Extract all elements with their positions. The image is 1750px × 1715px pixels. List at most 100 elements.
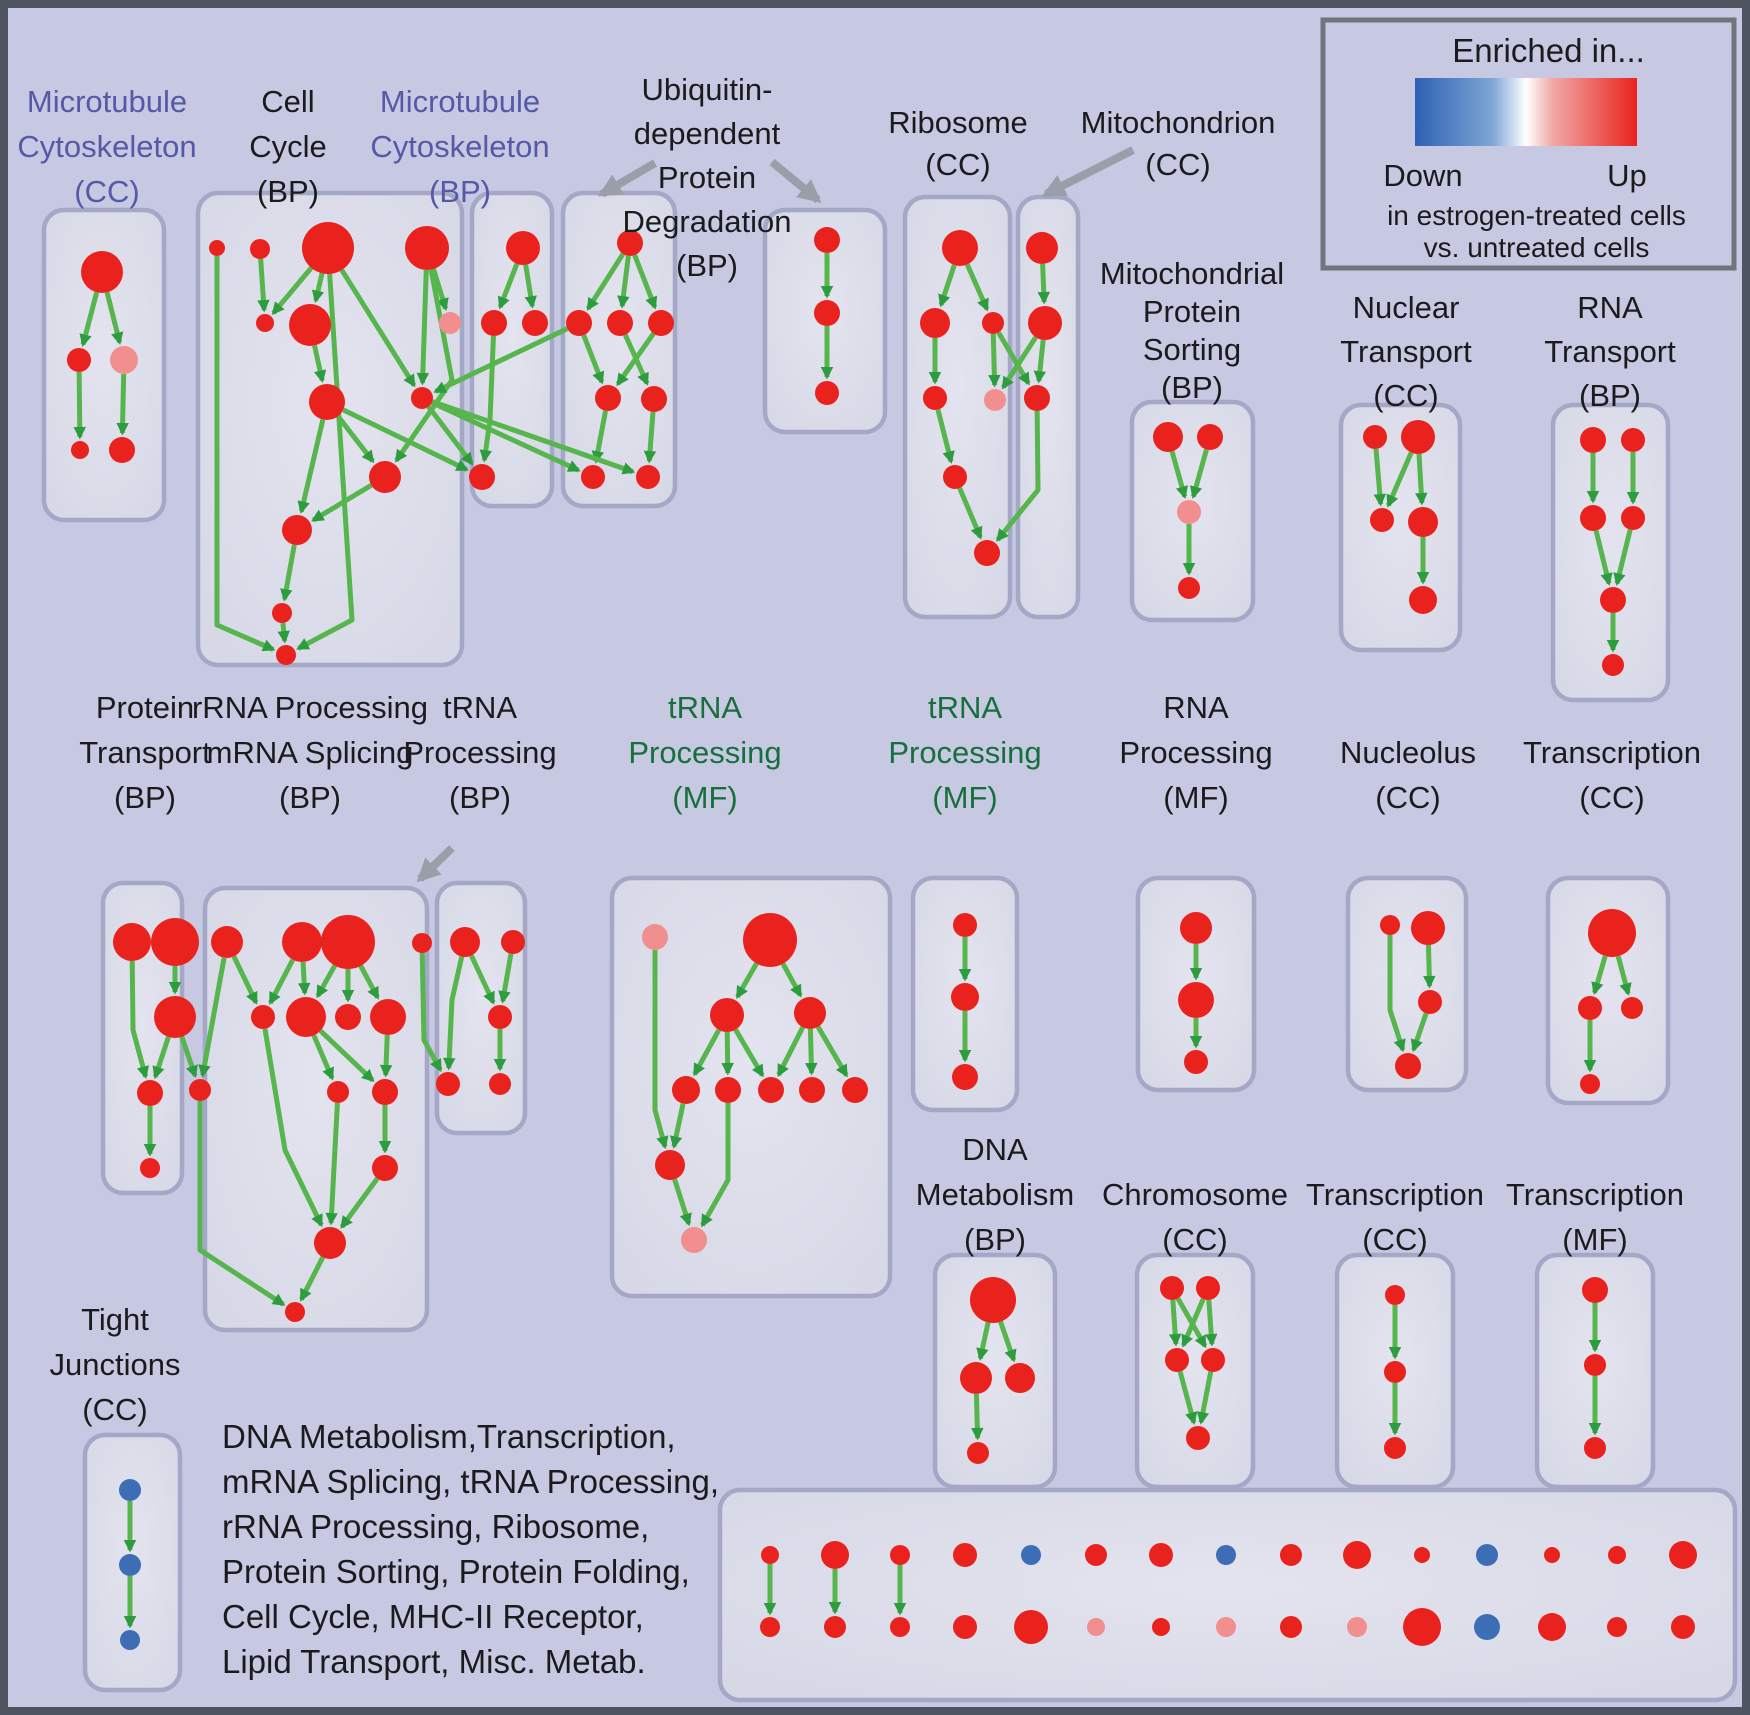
- cluster-box-transcription-cc-middle: [1545, 875, 1671, 1106]
- node-trna-processing-mf-large-1: [743, 913, 797, 967]
- node-trna-processing-mf-small-2: [952, 1064, 978, 1090]
- cluster-label-protein-transport-bp-line-1: Transport: [79, 735, 211, 770]
- cluster-label-trna-processing-bp-line-1: Processing: [403, 735, 556, 770]
- node-rna-transport-bp-2: [1580, 505, 1606, 531]
- edge-cell-cycle-bp-1: [257, 258, 270, 313]
- cross-edge-8: [179, 1036, 198, 1079]
- edge-rrna-processing-mrna-splicing-bp-7: [311, 1034, 335, 1081]
- node-transcription-cc-middle-2: [1621, 997, 1643, 1019]
- edge-ubiquitin-degradation-left-5: [623, 333, 650, 386]
- node-tight-junctions-cc-2: [120, 1630, 140, 1650]
- cluster-label-mitochondrial-protein-sorting-bp-line-1: Protein: [1143, 294, 1241, 329]
- node-trna-processing-mf-small-0: [953, 913, 977, 937]
- cluster-label-nuclear-transport-cc-line-0: Nuclear: [1353, 290, 1460, 325]
- node-microtubule-cytoskeleton-cc-2: [110, 346, 138, 374]
- cluster-box-nuclear-transport-cc: [1338, 402, 1463, 653]
- node-trna-processing-mf-large-3: [794, 997, 826, 1029]
- edge-dna-metabolism-bp-1: [998, 1320, 1017, 1363]
- node-mitochondrion-cc-0: [1026, 232, 1058, 264]
- legend-gradient-bar: [1415, 78, 1637, 146]
- node-misc-categories-collection-bot-8: [1280, 1616, 1302, 1638]
- cluster-label-rrna-processing-mrna-splicing-bp-line-0: rRNA Processing: [192, 690, 428, 725]
- edge-transcription-cc-middle-1: [1615, 955, 1632, 996]
- cluster-label-tight-junctions-cc-line-1: Junctions: [50, 1347, 181, 1382]
- cluster-label-transcription-cc-bottom-line-1: (CC): [1362, 1222, 1427, 1257]
- edge-trna-processing-bp-0: [469, 954, 496, 1005]
- node-transcription-mf-1: [1584, 1354, 1606, 1376]
- node-dna-metabolism-bp-3: [967, 1442, 989, 1464]
- edge-ubiquitin-degradation-left-0: [586, 252, 626, 311]
- node-rrna-processing-mrna-splicing-bp-11: [372, 1155, 398, 1181]
- node-misc-categories-collection-top-2: [890, 1545, 910, 1565]
- cluster-label-rrna-processing-mrna-splicing-bp-line-2: (BP): [279, 780, 341, 815]
- cross-edge-9: [419, 952, 443, 1073]
- node-misc-categories-collection-bot-12: [1538, 1613, 1566, 1641]
- edge-trna-processing-mf-large-9: [669, 1103, 686, 1149]
- node-rrna-processing-mrna-splicing-bp-3: [412, 933, 432, 953]
- cluster-label-ubiquitin-degradation-left-line-4: (BP): [676, 248, 738, 283]
- cluster-label-mitochondrion-cc-line-0: Mitochondrion: [1081, 105, 1276, 140]
- edge-ribosome-cc-1: [964, 263, 990, 312]
- note-block-line-4: Cell Cycle, MHC-II Receptor,: [222, 1598, 644, 1635]
- node-ubiquitin-degradation-right-1: [814, 300, 840, 326]
- legend-down-label: Down: [1383, 158, 1462, 193]
- cluster-label-trna-processing-bp-line-2: (BP): [449, 780, 511, 815]
- cross-edge-2: [431, 399, 636, 475]
- node-cell-cycle-bp-6: [439, 312, 461, 334]
- edge-protein-transport-bp-0: [129, 960, 150, 1080]
- node-cell-cycle-bp-4: [256, 314, 274, 332]
- edge-microtubule-cytoskeleton-cc-3: [116, 373, 129, 436]
- ubiquitin-label-arrow-right: [769, 158, 822, 204]
- node-mitochondrial-protein-sorting-bp-3: [1178, 577, 1200, 599]
- cluster-label-tight-junctions-cc-line-0: Tight: [81, 1302, 149, 1337]
- cluster-label-chromosome-cc-line-1: (CC): [1162, 1222, 1227, 1257]
- edge-mitochondrion-cc-0: [1037, 263, 1051, 305]
- cluster-label-trna-processing-mf-small-line-2: (MF): [932, 780, 997, 815]
- node-nuclear-transport-cc-4: [1409, 586, 1437, 614]
- node-cell-cycle-bp-3: [405, 226, 449, 270]
- node-ubiquitin-degradation-left-4: [595, 385, 621, 411]
- edge-trna-processing-mf-large-11: [700, 1103, 731, 1228]
- node-dna-metabolism-bp-2: [1005, 1363, 1035, 1393]
- node-cell-cycle-bp-7: [309, 384, 345, 420]
- node-microtubule-cytoskeleton-bp-3: [469, 464, 495, 490]
- cluster-label-transcription-cc-middle-line-1: (CC): [1579, 780, 1644, 815]
- node-trna-processing-mf-large-4: [672, 1076, 700, 1104]
- cluster-label-mitochondrion-cc-line-1: (CC): [1145, 147, 1210, 182]
- node-mitochondrial-protein-sorting-bp-1: [1197, 424, 1223, 450]
- edge-ubiquitin-degradation-left-6: [591, 410, 609, 464]
- edge-nuclear-transport-cc-2: [1415, 453, 1428, 506]
- edge-rrna-processing-mrna-splicing-bp-6: [358, 964, 380, 1000]
- edge-cell-cycle-bp-11: [297, 418, 326, 514]
- edge-nucleolus-cc-0: [1387, 935, 1406, 1053]
- node-microtubule-cytoskeleton-cc-0: [81, 251, 123, 293]
- node-ribosome-cc-3: [923, 386, 947, 410]
- cluster-label-transcription-cc-middle-line-0: Transcription: [1523, 735, 1701, 770]
- cross-edge-3: [433, 326, 569, 394]
- edge-cell-cycle-bp-6: [431, 268, 449, 312]
- cluster-label-chromosome-cc-line-0: Chromosome: [1102, 1177, 1288, 1212]
- edge-cell-cycle-bp-10: [336, 414, 375, 464]
- cluster-label-rna-processing-mf-line-0: RNA: [1163, 690, 1229, 725]
- cluster-label-microtubule-cytoskeleton-bp-line-1: Cytoskeleton: [370, 129, 549, 164]
- edge-ribosome-cc-4: [935, 409, 955, 464]
- note-block-line-5: Lipid Transport, Misc. Metab.: [222, 1643, 646, 1680]
- cluster-box-misc-categories-collection: [717, 1487, 1738, 1703]
- node-ubiquitin-degradation-right-2: [815, 381, 839, 405]
- edge-trna-processing-mf-large-5: [776, 1026, 806, 1078]
- node-dna-metabolism-bp-0: [970, 1277, 1016, 1323]
- node-misc-categories-collection-bot-3: [953, 1615, 977, 1639]
- cross-edge-7: [995, 410, 1041, 542]
- edge-rrna-processing-mrna-splicing-bp-14: [299, 1256, 325, 1302]
- note-block-line-1: mRNA Splicing, tRNA Processing,: [222, 1463, 719, 1500]
- node-protein-transport-bp-4: [140, 1158, 160, 1178]
- cross-edge-5: [996, 331, 1031, 386]
- cluster-label-rna-processing-mf-line-1: Processing: [1119, 735, 1272, 770]
- node-misc-categories-collection-top-9: [1343, 1541, 1371, 1569]
- node-transcription-cc-middle-3: [1580, 1074, 1600, 1094]
- cluster-label-cell-cycle-bp-line-2: (BP): [257, 174, 319, 209]
- node-rrna-processing-mrna-splicing-bp-6: [335, 1004, 361, 1030]
- node-nucleolus-cc-2: [1418, 990, 1442, 1014]
- node-ubiquitin-degradation-left-0: [617, 230, 643, 256]
